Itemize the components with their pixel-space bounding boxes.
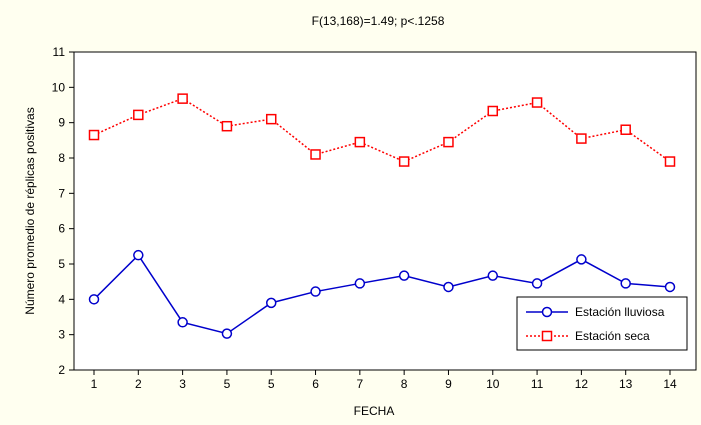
series-1	[88, 249, 676, 339]
x-tick-label: 13	[619, 377, 633, 391]
data-point	[88, 294, 100, 305]
x-tick-label: 6	[312, 377, 319, 391]
y-tick-label: 11	[53, 45, 66, 59]
x-tick-label: 10	[486, 377, 500, 391]
data-point	[576, 133, 587, 144]
y-tick-label: 10	[52, 80, 66, 94]
y-axis-title: Número promedio de réplicas positivas	[23, 107, 37, 314]
x-tick-label: 2	[135, 377, 142, 391]
series-line	[93, 253, 671, 335]
data-point	[620, 124, 631, 135]
x-tick-label: 9	[445, 377, 452, 391]
data-point	[133, 249, 144, 261]
data-point	[664, 281, 676, 293]
data-point	[133, 109, 144, 121]
data-point	[398, 270, 410, 281]
y-tick-label: 5	[58, 257, 65, 271]
data-point	[531, 278, 543, 289]
x-tick-label: 12	[575, 377, 589, 391]
data-point	[541, 306, 553, 318]
x-axis-title: FECHA	[354, 404, 395, 418]
y-tick-label: 8	[58, 151, 65, 165]
x-tick-label: 8	[401, 377, 408, 391]
x-tick-label: 5	[224, 377, 231, 391]
y-tick-label: 4	[58, 292, 65, 306]
data-point	[310, 149, 321, 160]
x-tick-label: 11	[531, 377, 544, 391]
data-point	[443, 136, 454, 148]
y-axis: 2 3 4 5 6 7 8 9 10 11	[52, 45, 74, 377]
data-point	[620, 278, 631, 289]
series-2	[88, 93, 676, 167]
series-line	[93, 97, 671, 163]
data-point	[354, 136, 366, 148]
legend-label: Estación lluviosa	[575, 305, 665, 319]
series-layer	[88, 93, 676, 339]
data-point	[265, 297, 277, 309]
data-point	[265, 113, 277, 125]
data-point	[398, 156, 410, 167]
data-point	[541, 330, 553, 342]
data-point	[310, 286, 321, 297]
x-tick-label: 3	[179, 377, 186, 391]
data-point	[576, 254, 587, 265]
x-tick-label: 7	[357, 377, 364, 391]
data-point	[221, 328, 233, 339]
y-tick-label: 7	[58, 186, 65, 200]
data-point	[487, 105, 499, 117]
data-point	[354, 278, 366, 289]
x-tick-label: 5	[268, 377, 275, 391]
y-tick-label: 9	[58, 116, 65, 130]
x-tick-label: 1	[91, 377, 98, 391]
data-point	[487, 270, 499, 281]
y-tick-label: 2	[58, 363, 65, 377]
data-point	[443, 281, 454, 293]
x-tick-label: 14	[663, 377, 677, 391]
x-axis: 1 2 3 5 5 6 7 8 9 10 11 12 13 14	[91, 370, 677, 391]
chart-title: F(13,168)=1.49; p<.1258	[312, 14, 445, 28]
legend: Estación lluviosa Estación seca	[516, 296, 688, 351]
y-tick-label: 3	[58, 328, 65, 342]
data-point	[221, 120, 233, 132]
data-point	[177, 93, 188, 104]
y-tick-label: 6	[58, 222, 65, 236]
data-point	[177, 317, 188, 328]
data-point	[88, 129, 100, 141]
data-point	[664, 156, 676, 167]
legend-label: Estación seca	[575, 329, 650, 343]
data-point	[531, 97, 543, 108]
